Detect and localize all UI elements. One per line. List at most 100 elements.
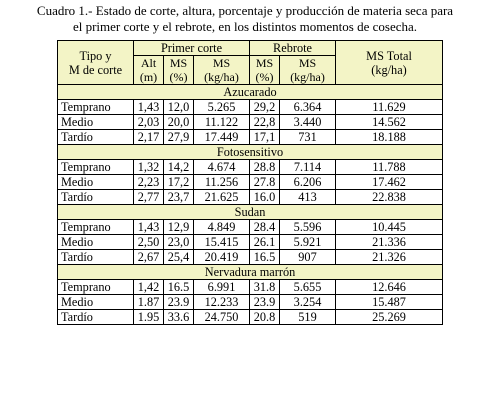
header-ms-total-line2: (kg/ha) bbox=[371, 62, 407, 77]
header-rebrote-ms-kg: MS (kg/ha) bbox=[279, 55, 337, 85]
row-label: Tardío bbox=[57, 249, 134, 265]
header-ms-pct-label: MS bbox=[169, 56, 188, 70]
ms-pct-value: 16.5 bbox=[163, 279, 194, 295]
table-body: Azucarado Temprano 1,43 12,0 5.265 29,2 6.364 1… bbox=[56, 84, 444, 325]
ms-kg-value: 21.625 bbox=[192, 189, 251, 205]
table-caption: Cuadro 1.- Estado de corte, altura, porc… bbox=[0, 3, 490, 35]
rebrote-ms-kg-value: 5.921 bbox=[279, 234, 337, 250]
group-name: Sudan bbox=[56, 204, 444, 220]
ms-pct-value: 12,0 bbox=[163, 99, 194, 115]
table-row: Medio 2,50 23,0 15.415 26.1 5.921 21.336 bbox=[57, 234, 444, 250]
rebrote-ms-pct-value: 28.4 bbox=[249, 219, 281, 235]
ms-kg-value: 4.674 bbox=[192, 159, 251, 175]
rebrote-ms-kg-value: 6.206 bbox=[279, 174, 337, 190]
ms-total-value: 22.838 bbox=[335, 189, 444, 205]
rebrote-ms-kg-value: 519 bbox=[279, 309, 337, 325]
rebrote-ms-kg-value: 731 bbox=[279, 129, 337, 145]
header-rebrote-ms-kg-label: MS bbox=[298, 56, 317, 70]
ms-pct-value: 12,9 bbox=[163, 219, 194, 235]
alt-value: 2,50 bbox=[133, 234, 164, 250]
header-ms-total-line1: MS Total bbox=[366, 48, 412, 63]
rebrote-ms-kg-value: 5.596 bbox=[279, 219, 337, 235]
group-name: Nervadura marrón bbox=[56, 264, 444, 280]
header-ms-pct: MS (%) bbox=[163, 55, 194, 85]
group-name: Azucarado bbox=[56, 84, 444, 100]
row-label: Medio bbox=[57, 294, 134, 310]
rebrote-ms-kg-value: 6.364 bbox=[279, 99, 337, 115]
ms-kg-value: 4.849 bbox=[192, 219, 251, 235]
ms-total-value: 14.562 bbox=[335, 114, 444, 130]
alt-value: 1.95 bbox=[133, 309, 164, 325]
alt-value: 1,43 bbox=[133, 99, 164, 115]
ms-pct-value: 25,4 bbox=[163, 249, 194, 265]
rebrote-ms-pct-value: 27.8 bbox=[249, 174, 281, 190]
ms-total-value: 12.646 bbox=[335, 279, 444, 295]
rebrote-ms-pct-value: 22,8 bbox=[249, 114, 281, 130]
ms-total-value: 21.336 bbox=[335, 234, 444, 250]
rebrote-ms-pct-value: 28.8 bbox=[249, 159, 281, 175]
ms-kg-value: 5.265 bbox=[192, 99, 251, 115]
ms-kg-value: 11.122 bbox=[192, 114, 251, 130]
row-label: Medio bbox=[57, 174, 134, 190]
alt-value: 2,03 bbox=[133, 114, 164, 130]
alt-value: 1,42 bbox=[133, 279, 164, 295]
header-rebrote-ms-pct-label: MS bbox=[255, 56, 274, 70]
header-alt-unit: (m) bbox=[139, 70, 158, 84]
alt-value: 2,23 bbox=[133, 174, 164, 190]
header-alt-label: Alt bbox=[140, 56, 157, 70]
alt-value: 2,67 bbox=[133, 249, 164, 265]
header-tipo-line2: M de corte bbox=[68, 62, 123, 77]
ms-kg-value: 12.233 bbox=[192, 294, 251, 310]
caption-line-1: Cuadro 1.- Estado de corte, altura, porc… bbox=[36, 3, 454, 18]
group-row: Sudan bbox=[56, 204, 444, 220]
ms-total-value: 11.788 bbox=[335, 159, 444, 175]
ms-total-value: 18.188 bbox=[335, 129, 444, 145]
ms-pct-value: 23,7 bbox=[163, 189, 194, 205]
alt-value: 2,17 bbox=[133, 129, 164, 145]
table-row: Temprano 1,43 12,9 4.849 28.4 5.596 10.445 bbox=[57, 219, 444, 235]
rebrote-ms-pct-value: 16.5 bbox=[249, 249, 281, 265]
ms-pct-value: 33.6 bbox=[163, 309, 194, 325]
header-ms-kg: MS (kg/ha) bbox=[192, 55, 251, 85]
header-primer-corte: Primer corte bbox=[132, 40, 251, 56]
alt-value: 2,77 bbox=[133, 189, 164, 205]
ms-pct-value: 20,0 bbox=[163, 114, 194, 130]
group-row: Fotosensitivo bbox=[56, 144, 444, 160]
row-label: Tardío bbox=[57, 309, 134, 325]
header-rebrote-ms-kg-unit: (kg/ha) bbox=[290, 70, 325, 84]
header-ms-pct-unit: (%) bbox=[169, 70, 188, 84]
alt-value: 1,32 bbox=[133, 159, 164, 175]
ms-total-value: 25.269 bbox=[335, 309, 444, 325]
header-ms-total: MS Total (kg/ha) bbox=[335, 40, 444, 85]
ms-kg-value: 20.419 bbox=[192, 249, 251, 265]
ms-total-value: 21.326 bbox=[335, 249, 444, 265]
ms-pct-value: 23.9 bbox=[163, 294, 194, 310]
rebrote-ms-kg-value: 5.655 bbox=[279, 279, 337, 295]
table-row: Tardío 1.95 33.6 24.750 20.8 519 25.269 bbox=[57, 309, 444, 325]
ms-kg-value: 17.449 bbox=[192, 129, 251, 145]
header-rebrote-ms-pct-unit: (%) bbox=[255, 70, 274, 84]
row-label: Medio bbox=[57, 114, 134, 130]
ms-pct-value: 23,0 bbox=[163, 234, 194, 250]
rebrote-ms-pct-value: 17,1 bbox=[249, 129, 281, 145]
ms-kg-value: 15.415 bbox=[192, 234, 251, 250]
group-row: Azucarado bbox=[56, 84, 444, 100]
table-row: Tardío 2,77 23,7 21.625 16.0 413 22.838 bbox=[57, 189, 444, 205]
row-label: Temprano bbox=[57, 219, 134, 235]
row-label: Medio bbox=[57, 234, 134, 250]
row-label: Temprano bbox=[57, 99, 134, 115]
table-row: Medio 2,03 20,0 11.122 22,8 3.440 14.562 bbox=[57, 114, 444, 130]
rebrote-ms-pct-value: 20.8 bbox=[249, 309, 281, 325]
header-tipo-line1: Tipo y bbox=[79, 48, 112, 63]
table-row: Tardío 2,17 27,9 17.449 17,1 731 18.188 bbox=[57, 129, 444, 145]
header-ms-kg-label: MS bbox=[212, 56, 231, 70]
rebrote-ms-pct-value: 23.9 bbox=[249, 294, 281, 310]
table-row: Medio 1.87 23.9 12.233 23.9 3.254 15.487 bbox=[57, 294, 444, 310]
row-label: Tardío bbox=[57, 129, 134, 145]
ms-total-value: 15.487 bbox=[335, 294, 444, 310]
rebrote-ms-kg-value: 3.440 bbox=[279, 114, 337, 130]
ms-total-value: 10.445 bbox=[335, 219, 444, 235]
rebrote-ms-kg-value: 907 bbox=[279, 249, 337, 265]
row-label: Temprano bbox=[57, 159, 134, 175]
rebrote-ms-kg-value: 7.114 bbox=[279, 159, 337, 175]
